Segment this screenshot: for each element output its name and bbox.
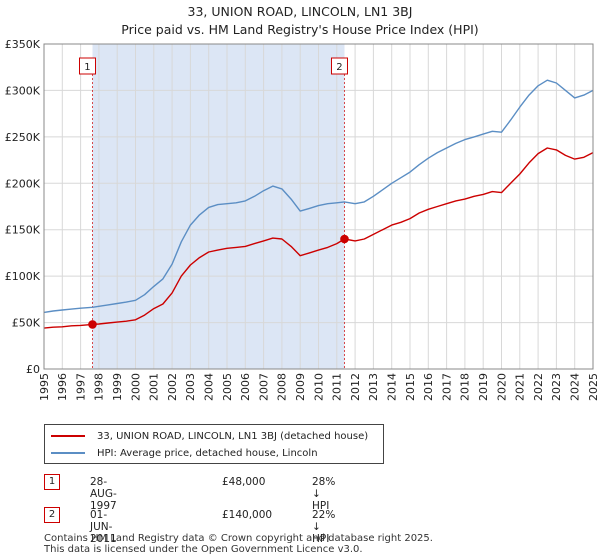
y-tick-label: £350K	[5, 38, 41, 51]
footer: Contains HM Land Registry data © Crown c…	[44, 533, 433, 555]
legend-swatch-property	[51, 435, 85, 437]
x-tick-label: 1995	[38, 373, 51, 401]
legend-label-hpi: HPI: Average price, detached house, Linc…	[97, 447, 318, 459]
x-tick-label: 2013	[367, 373, 380, 401]
y-tick-label: £150K	[5, 224, 41, 237]
x-tick-label: 2008	[276, 373, 289, 401]
sale-point	[88, 320, 97, 329]
chart-title-line2: Price paid vs. HM Land Registry's House …	[121, 22, 479, 37]
annotation-label: 1	[84, 62, 90, 73]
legend: 33, UNION ROAD, LINCOLN, LN1 3BJ (detach…	[44, 424, 384, 464]
x-tick-label: 2021	[514, 373, 527, 401]
x-tick-label: 2003	[184, 373, 197, 401]
legend-item-hpi: HPI: Average price, detached house, Linc…	[51, 445, 318, 461]
transaction-price: £48,000	[222, 476, 266, 488]
x-tick-label: 2010	[312, 373, 325, 401]
x-tick-label: 1997	[74, 373, 87, 401]
y-tick-label: £250K	[5, 131, 41, 144]
y-tick-label: £200K	[5, 177, 41, 190]
x-tick-label: 2017	[440, 373, 453, 401]
price-chart: £0 £50K £100K £150K £200K £250K £300K £350K 1995…	[5, 38, 600, 401]
transaction-hpi-diff: 28% ↓ HPI	[312, 476, 336, 512]
transaction-date: 01-JUN-2011	[90, 509, 117, 545]
x-tick-label: 2023	[550, 373, 563, 401]
sale-point	[340, 234, 349, 244]
x-tick-label: 2004	[203, 373, 216, 401]
annotation-box	[330, 57, 348, 75]
x-tick-label: 2016	[422, 373, 435, 401]
x-tick-label: 2022	[532, 373, 545, 401]
transaction-price: £140,000	[222, 509, 273, 521]
x-tick-label: 2015	[404, 373, 417, 401]
x-tick-label: 2005	[221, 373, 234, 401]
x-tick-label: 2012	[349, 373, 362, 401]
x-tick-label: 1996	[56, 373, 69, 401]
x-tick-label: 2006	[239, 373, 252, 401]
x-tick-label: 2020	[495, 373, 508, 401]
y-tick-label: £100K	[5, 270, 41, 283]
x-tick-label: 2007	[257, 373, 270, 401]
y-tick-label: £300K	[5, 84, 41, 97]
transaction-number-badge: 1	[44, 474, 60, 490]
x-tick-label: 2018	[459, 373, 472, 401]
plot-frame	[43, 43, 594, 370]
transaction-number-badge: 2	[44, 507, 60, 523]
x-tick-label: 2014	[386, 373, 399, 401]
legend-swatch-hpi	[51, 452, 85, 454]
transaction-date: 28-AUG-1997	[90, 476, 117, 512]
x-tick-label: 2024	[569, 373, 582, 401]
transaction-hpi-diff: 22% ↓ HPI	[312, 509, 336, 545]
annotation-label: 2	[336, 62, 342, 73]
legend-item-property: 33, UNION ROAD, LINCOLN, LN1 3BJ (detach…	[51, 428, 368, 444]
x-tick-label: 2000	[129, 373, 142, 401]
x-tick-label: 2002	[166, 373, 179, 401]
footer-licence: This data is licensed under the Open Gov…	[44, 544, 363, 555]
x-tick-label: 2025	[587, 373, 600, 401]
annotation-box	[78, 57, 96, 75]
hpi-line	[43, 79, 594, 314]
ownership-shade	[92, 44, 345, 369]
chart-title-line1: 33, UNION ROAD, LINCOLN, LN1 3BJ	[187, 4, 413, 19]
x-tick-label: 2011	[331, 373, 344, 401]
x-tick-label: 2009	[294, 373, 307, 401]
x-tick-label: 1998	[93, 373, 106, 401]
x-tick-label: 2001	[148, 373, 161, 401]
property-price-line	[43, 147, 594, 329]
x-tick-label: 2019	[477, 373, 490, 401]
y-tick-label: £0	[26, 363, 40, 376]
y-tick-label: £50K	[12, 317, 41, 330]
footer-copyright: Contains HM Land Registry data © Crown c…	[44, 533, 433, 544]
x-tick-label: 1999	[111, 373, 124, 401]
legend-label-property: 33, UNION ROAD, LINCOLN, LN1 3BJ (detach…	[97, 430, 369, 442]
